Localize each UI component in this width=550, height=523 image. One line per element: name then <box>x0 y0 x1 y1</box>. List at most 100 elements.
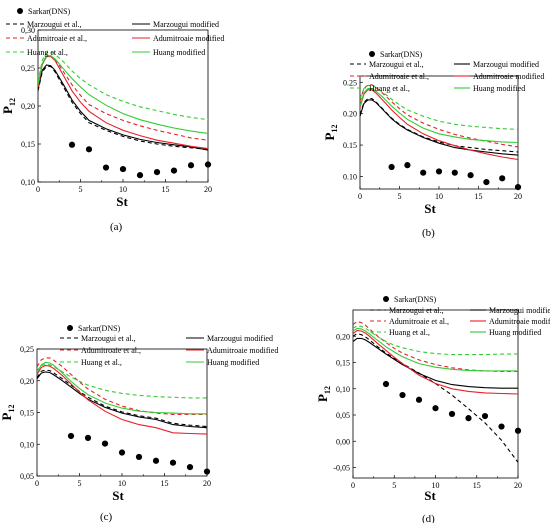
y-tick-label: 0,05 <box>20 472 34 481</box>
dns-data-point <box>169 459 177 466</box>
legend-label: Adumitroaie modified <box>473 72 544 81</box>
x-tick-label: 15 <box>162 185 170 194</box>
y-tick-label: 0,10 <box>21 178 35 187</box>
y-axis-label-main: P <box>0 412 14 420</box>
series-line-adumitroaie-et-al <box>38 55 208 141</box>
legend-label: Huang et al., <box>27 48 68 57</box>
x-tick-label: 15 <box>475 192 483 201</box>
y-tick-label: 0,10 <box>336 385 350 394</box>
dns-data-point <box>118 449 126 456</box>
x-tick-label: 10 <box>118 479 126 488</box>
series-line-huang-et-al <box>38 51 208 121</box>
y-tick-label: 0,10 <box>20 440 34 449</box>
legend-marker-sarkar-dns <box>369 51 375 57</box>
legend-label: Adumitroaie modified <box>153 34 224 43</box>
series-group <box>38 51 208 151</box>
y-axis-label-subscript: 12 <box>8 98 17 106</box>
x-tick-label: 0 <box>35 479 39 488</box>
dns-data-point <box>187 162 195 169</box>
x-tick-label: 5 <box>398 192 402 201</box>
x-tick-label: 0 <box>358 192 362 201</box>
y-axis-label-main: P <box>322 132 337 140</box>
x-axis-label: St <box>116 194 128 209</box>
series-group <box>37 357 207 435</box>
legend-label: Huang modified <box>207 358 259 367</box>
legend-label: Huang modified <box>153 48 205 57</box>
legend-label-sarkar-dns: Sarkar(DNS) <box>394 295 437 304</box>
legend-label: Marzougui modified <box>473 60 539 69</box>
y-tick-label: 0,20 <box>336 332 350 341</box>
y-axis-label-subscript: 12 <box>330 125 339 133</box>
dns-data-point <box>499 175 506 182</box>
y-axis-label-main: P <box>0 106 15 114</box>
legend-label: Marzougui et al., <box>389 306 444 315</box>
legend-marker-sarkar-dns <box>383 296 389 302</box>
series-line-marzougui-modified <box>38 64 208 151</box>
y-tick-label: 0,20 <box>20 377 34 386</box>
legend-label: Adumitroaie et al., <box>27 34 87 43</box>
x-tick-label: 10 <box>432 481 440 490</box>
dns-data-point <box>382 380 390 388</box>
legend: Sarkar(DNS) Marzougui et al., Marzougui mo… <box>6 7 224 57</box>
plot-frame <box>36 348 208 477</box>
chart-panel-c: 0 5 10 15 20 0,05 0,10 0,15 0,20 0,25 St P12 Sarkar(… <box>0 324 278 523</box>
dns-data-point <box>432 405 439 412</box>
series-line-huang-et-al <box>37 363 207 399</box>
legend-label: Huang et al., <box>369 84 410 93</box>
x-tick-label: 5 <box>392 481 396 490</box>
y-axis-label: P12 <box>322 125 339 141</box>
series-line-huang-et-al <box>353 325 518 356</box>
x-tick-label: 10 <box>119 185 127 194</box>
series-line-huang-modified <box>37 361 207 415</box>
dns-data-point <box>84 434 92 441</box>
y-tick-label: 0,05 <box>336 411 350 420</box>
series-line-adumitroaie-modified <box>37 364 207 435</box>
series-line-marzougui-modified <box>360 99 518 156</box>
legend-label: Huang et al., <box>81 358 122 367</box>
chart-panel-b: 0 5 10 15 20 0.10 0.15 0.20 0.25 St P12 Sarkar(DNS)… <box>322 50 544 239</box>
dns-data-point <box>203 468 211 475</box>
legend-label: Adumitroaie et al., <box>81 346 141 355</box>
x-tick-label: 15 <box>161 479 169 488</box>
legend-label: Marzougui et al., <box>27 20 82 29</box>
y-axis-label: P12 <box>0 405 16 421</box>
dns-data-point <box>483 178 490 186</box>
y-tick-label: 0.10 <box>343 172 357 181</box>
y-tick-label: 0.15 <box>343 141 357 150</box>
dns-data-point <box>153 169 161 176</box>
dns-data-point <box>435 168 443 175</box>
x-tick-label: 15 <box>473 481 481 490</box>
dns-data-point <box>404 162 411 169</box>
dns-data-point <box>102 164 110 171</box>
series-line-huang-modified <box>38 55 208 134</box>
dns-data-point <box>119 165 127 173</box>
dns-data-point <box>204 161 212 168</box>
dns-data-point <box>481 412 489 420</box>
legend-label: Adumitroaie et al., <box>369 72 429 81</box>
series-line-adumitroaie-modified <box>360 89 518 161</box>
series-line-adumitroaie-modified <box>353 329 518 395</box>
series-line-adumitroaie-et-al <box>37 357 207 415</box>
dns-data-point <box>415 396 423 403</box>
series-group <box>353 320 518 463</box>
dns-data-point <box>451 169 458 176</box>
dns-data-point <box>388 163 395 171</box>
dns-data-point <box>498 423 505 430</box>
legend-label: Marzougui modified <box>153 20 219 29</box>
x-axis-label: St <box>424 201 436 216</box>
y-axis-label: P12 <box>315 386 332 402</box>
x-axis-label: St <box>112 488 124 503</box>
series-line-adumitroaie-modified <box>38 56 208 150</box>
y-tick-label: 0,30 <box>21 26 35 35</box>
dns-data-point <box>465 415 472 422</box>
y-tick-label: 0,25 <box>21 64 35 73</box>
x-axis-label: St <box>424 488 436 503</box>
series-line-marzougui-et-al <box>353 333 518 463</box>
dns-data-point <box>135 453 143 461</box>
y-axis-label: P12 <box>0 98 17 114</box>
series-line-adumitroaie-et-al <box>353 320 518 372</box>
x-tick-label: 0 <box>36 185 40 194</box>
x-tick-label: 5 <box>78 479 82 488</box>
dns-data-point <box>448 410 456 418</box>
